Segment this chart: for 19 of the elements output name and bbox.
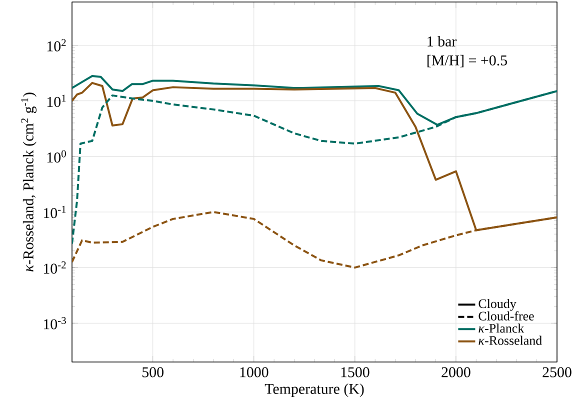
legend-label: κ-Planck [478, 324, 524, 333]
x-tick-label: 500 [142, 367, 164, 378]
y-tick-label: 10$^{2}$ [47, 39, 66, 52]
legend-label: κ-Rosseland [478, 336, 542, 345]
x-axis-title: Temperature (K) [264, 383, 364, 397]
annotation: Cloud-free [478, 311, 534, 320]
y-tick-label: 10$^{-1}$ [44, 206, 66, 218]
x-tick-label: 1000 [240, 367, 268, 378]
x-tick-label: 1500 [341, 367, 370, 378]
y-axis-title: κ-Rosseland, Planck (cm$^{2}$ g$^{-1}$) [21, 92, 36, 272]
annotation: Cloudy [478, 298, 516, 311]
y-tick-label: 10$^{-2}$ [44, 261, 66, 274]
annotation: [M/H] = +0.5 [427, 54, 507, 68]
y-tick-label: 10$^{-3}$ [44, 317, 66, 330]
y-tick-label: 10$^{0}$ [47, 150, 66, 163]
y-tick-label: 10$^{1}$ [47, 94, 66, 107]
annotation: 1 bar [428, 36, 457, 46]
x-tick-label: 2500 [542, 367, 572, 378]
x-tick-label: 2000 [442, 367, 470, 378]
